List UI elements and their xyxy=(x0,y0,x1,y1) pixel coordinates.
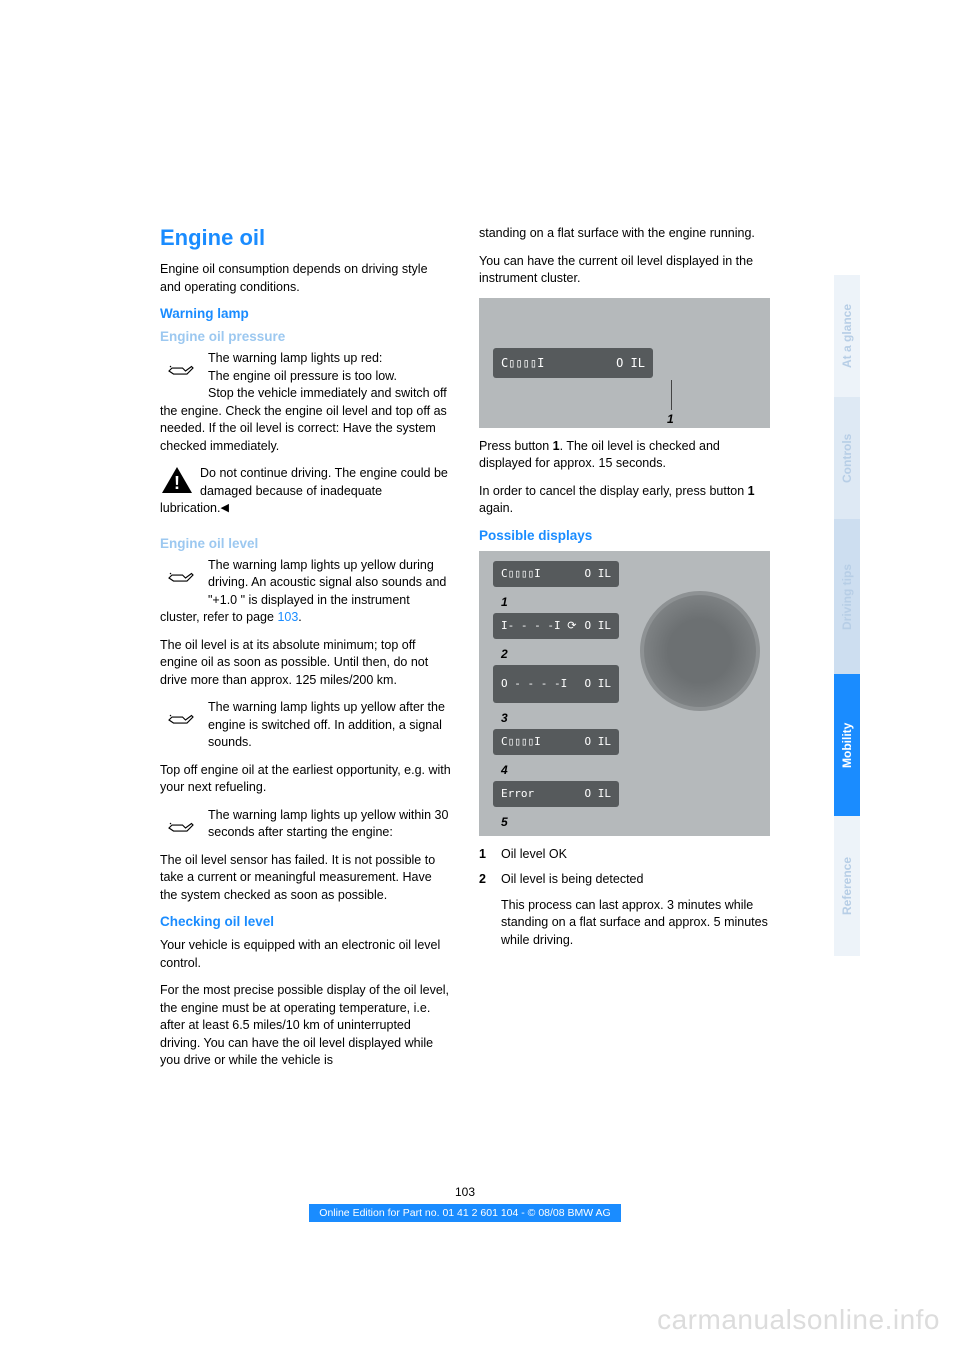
heading-engine-oil: Engine oil xyxy=(160,225,451,251)
tab-reference[interactable]: Reference xyxy=(834,816,860,956)
cont-text-2: You can have the current oil level displ… xyxy=(479,253,770,288)
display-label-4: 4 xyxy=(501,763,508,777)
tab-mobility[interactable]: Mobility xyxy=(834,674,860,816)
display-row-1: C▯▯▯▯IO IL xyxy=(493,561,619,587)
check-text-2: For the most precise possible display of… xyxy=(160,982,451,1070)
footer-edition-bar: Online Edition for Part no. 01 41 2 601 … xyxy=(309,1204,620,1222)
heading-oil-level: Engine oil level xyxy=(160,536,451,551)
display-row-3: O - - - -IO IL xyxy=(493,665,619,703)
page-link-103[interactable]: 103 xyxy=(277,610,298,624)
display-legend: 1Oil level OK 2Oil level is being detect… xyxy=(479,846,770,889)
list-item: 1Oil level OK xyxy=(479,846,770,864)
pressure-line-2: The engine oil pressure is too low. xyxy=(160,368,451,386)
figure-instrument-cluster: C▯▯▯▯I O IL 1 xyxy=(479,298,770,428)
level-text-3: The warning lamp lights up yellow after … xyxy=(160,699,451,752)
display-row-4: C▯▯▯▯IO IL xyxy=(493,729,619,755)
pressure-line-3: Stop the vehicle immediately and switch … xyxy=(160,385,451,455)
heading-possible-displays: Possible displays xyxy=(479,528,770,543)
display-row-2: I- - - -I ⟳O IL xyxy=(493,613,619,639)
display-label-2: 2 xyxy=(501,647,508,661)
warning-triangle-icon: ! xyxy=(160,465,194,495)
heading-checking-oil: Checking oil level xyxy=(160,914,451,929)
level-block-1: The warning lamp lights up yellow during… xyxy=(160,557,451,637)
right-column: standing on a flat surface with the engi… xyxy=(479,225,770,1080)
gauge-graphic xyxy=(640,591,760,711)
caution-text: Do not continue driving. The engine coul… xyxy=(160,465,451,518)
heading-warning-lamp: Warning lamp xyxy=(160,306,451,321)
side-tabs: At a glance Controls Driving tips Mobili… xyxy=(834,275,860,956)
pressure-line-1: The warning lamp lights up red: xyxy=(160,350,451,368)
display-right: O IL xyxy=(616,356,645,370)
tab-at-a-glance[interactable]: At a glance xyxy=(834,275,860,397)
page-number: 103 xyxy=(160,1185,770,1199)
press-text: Press button 1. The oil level is checked… xyxy=(479,438,770,473)
oil-can-icon xyxy=(160,350,202,392)
cancel-text: In order to cancel the display early, pr… xyxy=(479,483,770,518)
callout-1: 1 xyxy=(667,412,674,426)
heading-oil-pressure: Engine oil pressure xyxy=(160,329,451,344)
page-content: Engine oil Engine oil consumption depend… xyxy=(160,225,770,1080)
display-label-5: 5 xyxy=(501,815,508,829)
oil-can-icon xyxy=(160,807,202,849)
callout-line xyxy=(671,380,672,410)
display-left: C▯▯▯▯I xyxy=(501,356,544,370)
level-block-2: The warning lamp lights up yellow after … xyxy=(160,699,451,762)
level-block-3: The warning lamp lights up yellow within… xyxy=(160,807,451,852)
display-label-3: 3 xyxy=(501,711,508,725)
level-text-6: The oil level sensor has failed. It is n… xyxy=(160,852,451,905)
cont-text-1: standing on a flat surface with the engi… xyxy=(479,225,770,243)
display-strip: C▯▯▯▯I O IL xyxy=(493,348,653,378)
level-text-2: The oil level is at its absolute minimum… xyxy=(160,637,451,690)
tab-driving-tips[interactable]: Driving tips xyxy=(834,519,860,674)
level-text-5: The warning lamp lights up yellow within… xyxy=(160,807,451,842)
figure-possible-displays: C▯▯▯▯IO IL 1 I- - - -I ⟳O IL 2 O - - - -… xyxy=(479,551,770,836)
level-text-4: Top off engine oil at the earliest oppor… xyxy=(160,762,451,797)
check-text-1: Your vehicle is equipped with an electro… xyxy=(160,937,451,972)
tab-controls[interactable]: Controls xyxy=(834,397,860,519)
oil-can-icon xyxy=(160,557,202,599)
list-sub-text: This process can last approx. 3 minutes … xyxy=(501,897,770,950)
display-row-5: ErrorO IL xyxy=(493,781,619,807)
caution-block: ! Do not continue driving. The engine co… xyxy=(160,465,451,528)
watermark: carmanualsonline.info xyxy=(657,1304,940,1336)
intro-text: Engine oil consumption depends on drivin… xyxy=(160,261,451,296)
list-item: 2Oil level is being detected xyxy=(479,871,770,889)
left-column: Engine oil Engine oil consumption depend… xyxy=(160,225,451,1080)
oil-pressure-block: The warning lamp lights up red: The engi… xyxy=(160,350,451,465)
level-text-1: The warning lamp lights up yellow during… xyxy=(160,557,451,627)
svg-text:!: ! xyxy=(174,473,180,493)
display-label-1: 1 xyxy=(501,595,508,609)
page-footer: 103 Online Edition for Part no. 01 41 2 … xyxy=(160,1185,770,1222)
oil-can-icon xyxy=(160,699,202,741)
